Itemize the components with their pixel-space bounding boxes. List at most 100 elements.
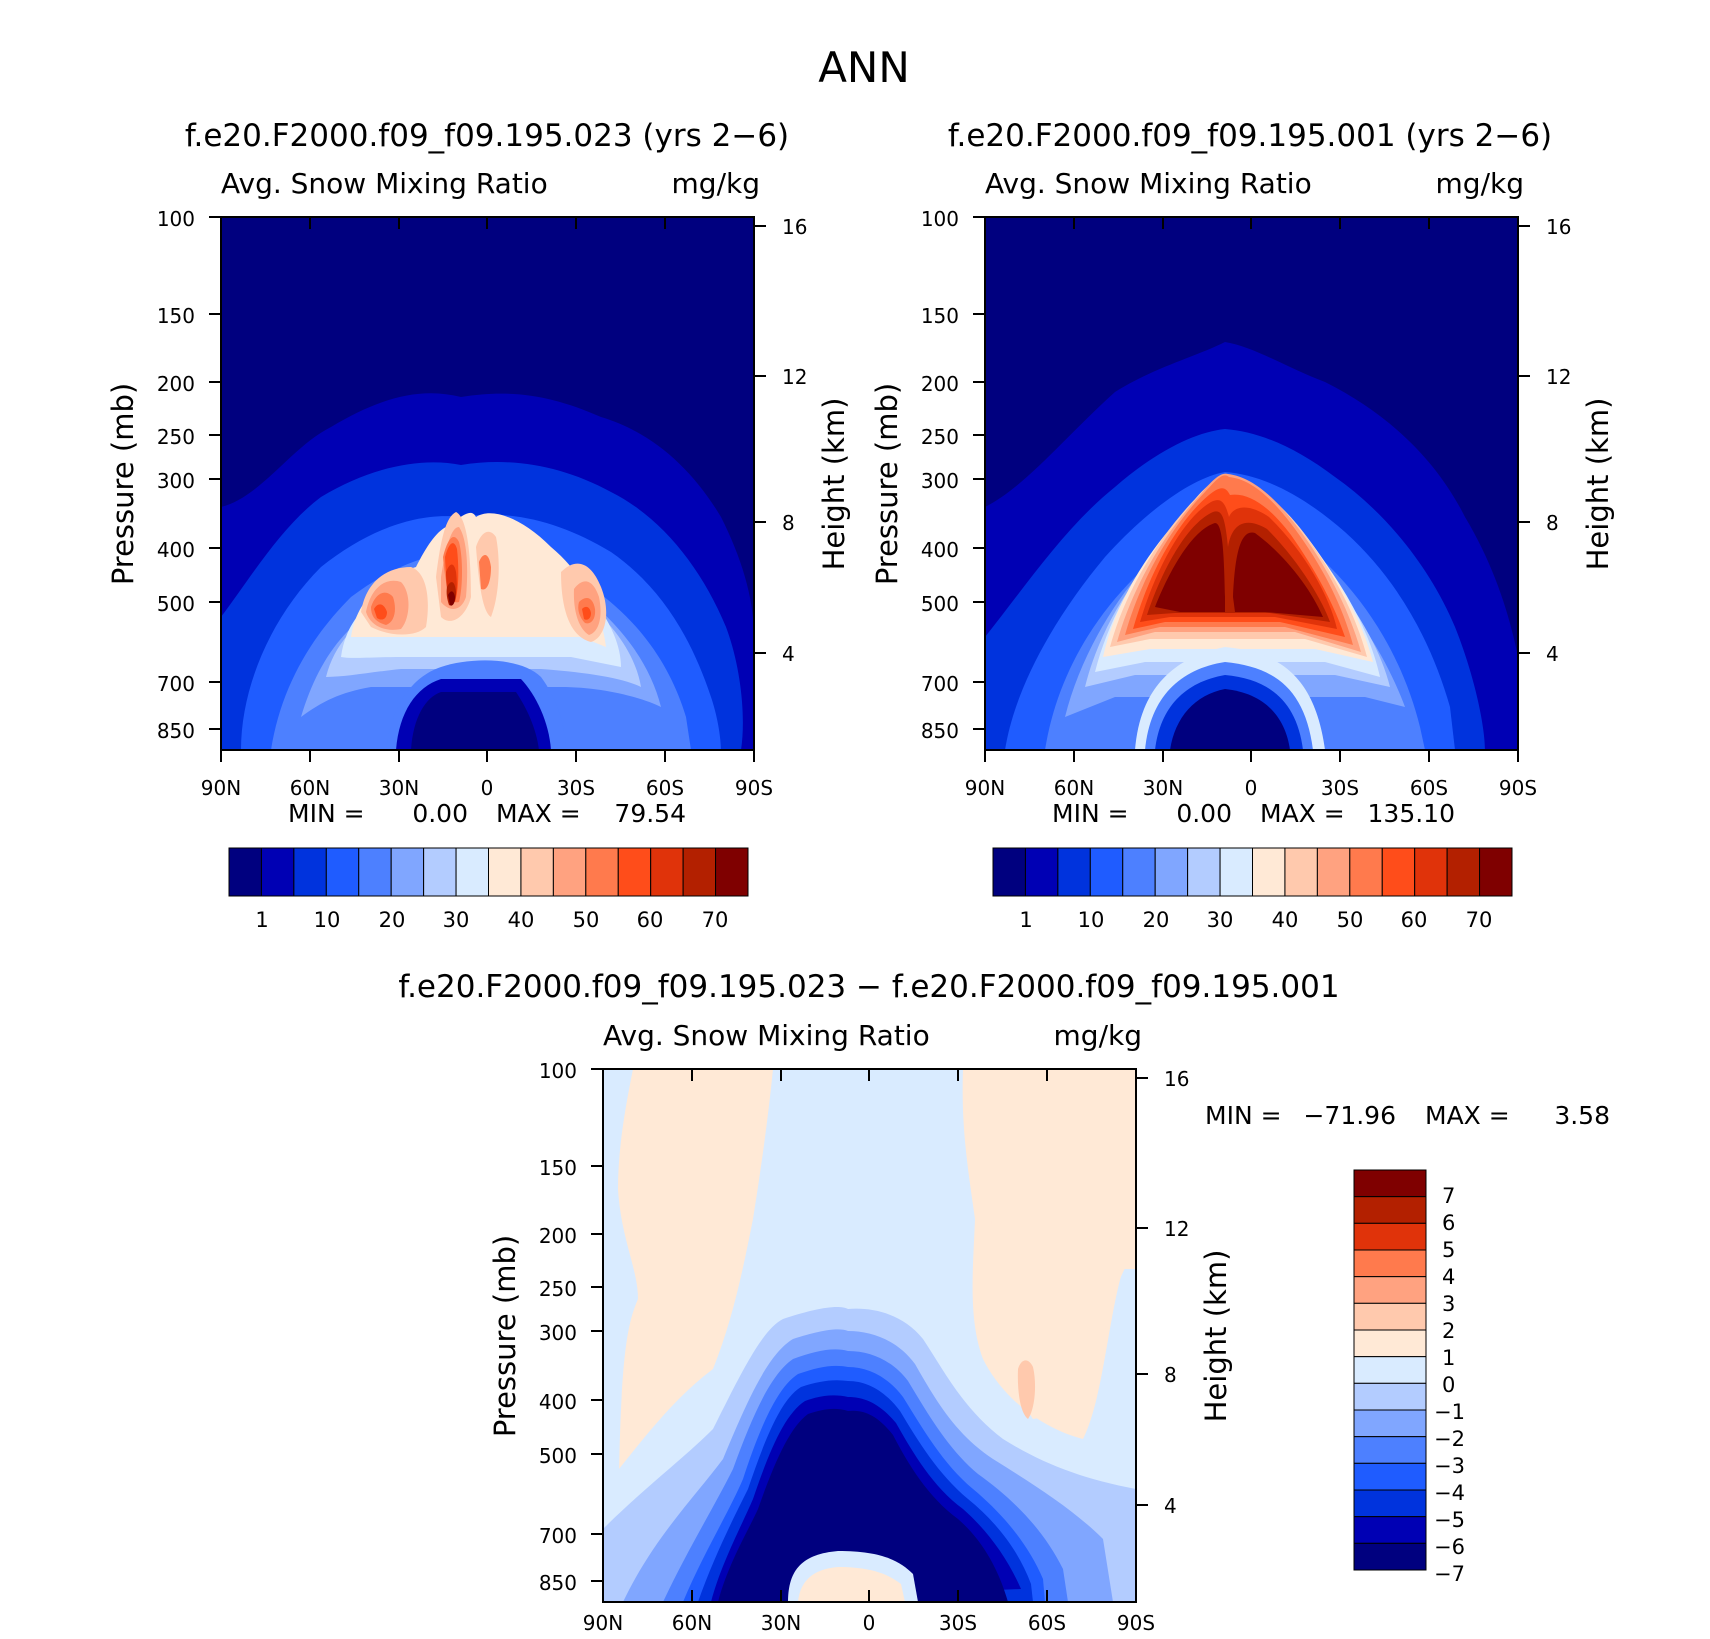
panel-1-subtitle: Avg. Snow Mixing Ratio [221,167,548,200]
panel-1-contour-lower-navy [411,692,539,750]
panel-3-colorbar-swatch [1353,1436,1427,1464]
panel-3-colorbar-swatch [1353,1462,1427,1491]
panel-3-contour-plus1-spot [1017,1360,1036,1419]
panel-3-contours [603,1069,1136,1602]
panel-2-cb-label-50: 50 [1337,908,1364,932]
panel-3-colorbar-swatch [1353,1516,1427,1544]
panel-1-x-tick-30S: 30S [557,776,595,800]
panel-1-y-tick-500: 500 [157,592,195,616]
panel-2-cb-label-1: 1 [1019,908,1032,932]
panel-1-cb-label-50: 50 [573,908,600,932]
panel-3-subtitle: Avg. Snow Mixing Ratio [603,1019,930,1052]
panel-1-x-tick-30N: 30N [379,776,419,800]
panel-2-y2-tick-12: 12 [1546,365,1571,389]
panel-1-contour-level-11 [366,527,601,635]
panel-2-x-tick-30S: 30S [1321,776,1359,800]
panel-1-y2-label: Height (km) [817,398,851,571]
panel-2-max-value: 135.10 [1368,799,1455,828]
panel-1-min-value: 0.00 [412,799,468,828]
panel-1-min-label: MIN = [288,799,365,828]
panel-2-y-tick-500: 500 [921,592,959,616]
panel-2-units: mg/kg [1436,167,1524,200]
panel-3-cb-label-m2: −2 [1434,1427,1465,1451]
panel-1-colorbar-swatch [617,847,652,897]
panel-1-colorbar-swatch [585,847,619,897]
panel-2-colorbar-swatch [1284,847,1318,897]
panel-1-max-value: 79.54 [614,799,686,828]
panel-1-colorbar-swatch [228,847,262,897]
panel-2-x-tick-30N: 30N [1143,776,1183,800]
panel-1-units: mg/kg [672,167,760,200]
panel-1-y-tick-200: 200 [157,372,195,396]
panel-2-contour-lower-navy [1170,689,1290,750]
panel-2-colorbar-swatch [1024,847,1059,897]
panel-2-colorbar-swatch [992,847,1026,897]
panel-1-colorbar-swatch [650,847,684,897]
panel-3-cb-label-6: 6 [1442,1211,1455,1235]
panel-1-colorbar-swatch [488,847,522,897]
panel-2-colorbar-swatch [1057,847,1091,897]
panel-2-cb-label-60: 60 [1401,908,1428,932]
panel-1-x-tick-90N: 90N [201,776,241,800]
panel-3-x-tick-90S: 90S [1117,1611,1155,1635]
panel-3-cb-label-m5: −5 [1434,1508,1465,1532]
panel-1-colorbar-swatch [520,847,554,897]
panel-3-colorbar-swatch [1353,1222,1427,1251]
panel-1-y-tick-150: 150 [157,304,195,328]
panel-3-y-label: Pressure (mb) [488,1235,522,1437]
panel-3-colorbar-swatch [1353,1276,1427,1304]
panel-2-colorbar-swatch [1414,847,1448,897]
panel-3-y-tick-300: 300 [539,1321,577,1345]
panel-3-cb-label-m3: −3 [1434,1454,1465,1478]
panel-3-colorbar-swatch [1353,1409,1427,1438]
panel-1: f.e20.F2000.f09_f09.195.023 (yrs 2−6) Av… [106,118,851,932]
panel-3-colorbar-swatch [1353,1329,1427,1358]
panel-2-contours [985,342,1518,750]
panel-2-x-tick-60S: 60S [1410,776,1448,800]
panel-3-y-tick-400: 400 [539,1390,577,1414]
panel-1-colorbar-swatch [293,847,327,897]
page-title: ANN [818,43,910,92]
panel-1-colorbar-swatch [358,847,392,897]
panel-2-colorbar-swatch [1446,847,1481,897]
panel-3-y2-tick-4: 4 [1164,1494,1177,1518]
panel-2-x-axis: 90N 60N 30N 0 30S 60S 90S [965,217,1537,800]
panel-3-colorbar-swatch [1353,1489,1427,1518]
panel-2-cb-label-30: 30 [1207,908,1234,932]
panel-1-contour-level-12 [371,537,596,625]
panel-1-colorbar-swatch [455,847,489,897]
panel-2-colorbar-swatch [1479,847,1513,897]
panel-1-x-axis: 90N 60N 30N 0 30S 60S 90S [201,217,773,800]
panel-2-colorbar-swatch [1349,847,1383,897]
panel-3-x-tick-30N: 30N [761,1611,801,1635]
panel-3-y-tick-150: 150 [539,1156,577,1180]
panel-2-colorbar-swatch [1187,847,1221,897]
panel-1-y2-tick-16: 16 [782,215,807,239]
panel-2-max-label: MAX = [1260,799,1345,828]
panel-2-subtitle: Avg. Snow Mixing Ratio [985,167,1312,200]
panel-1-x-tick-60N: 60N [290,776,330,800]
panel-3-x-tick-60S: 60S [1028,1611,1066,1635]
panel-2-x-tick-60N: 60N [1054,776,1094,800]
panel-3-stats: MIN = −71.96 MAX = 3.58 [1205,1101,1610,1130]
panel-3-cb-label-m7: −7 [1434,1562,1465,1586]
panel-3-y-tick-100: 100 [539,1059,577,1083]
panel-3-cb-label-2: 2 [1442,1319,1455,1343]
panel-2-colorbar-swatch [1154,847,1189,897]
panel-3-colorbar: 7 6 5 4 3 2 1 0 −1 −2 −3 −4 −5 −6 −7 [1353,1169,1465,1586]
panel-2-contour-level-16 [1155,523,1323,617]
panel-2-y-tick-850: 850 [921,719,959,743]
panel-2-y-tick-250: 250 [921,425,959,449]
panel-2-plot [985,217,1518,750]
panel-1-cb-label-1: 1 [255,908,268,932]
panel-1-cb-label-10: 10 [314,908,341,932]
panel-2-colorbar: 1 10 20 30 40 50 60 70 [992,847,1513,932]
panel-3-colorbar-swatch [1353,1169,1427,1198]
panel-1-contour-level-16 [448,591,455,606]
panel-3-y2-tick-16: 16 [1164,1067,1189,1091]
panel-3-colorbar-swatch [1353,1302,1427,1331]
panel-2-y2-tick-4: 4 [1546,642,1559,666]
panel-3-contour-zero-right-inner [990,1069,1136,1419]
panel-2-y2-tick-16: 16 [1546,215,1571,239]
panel-1-x-tick-60S: 60S [646,776,684,800]
